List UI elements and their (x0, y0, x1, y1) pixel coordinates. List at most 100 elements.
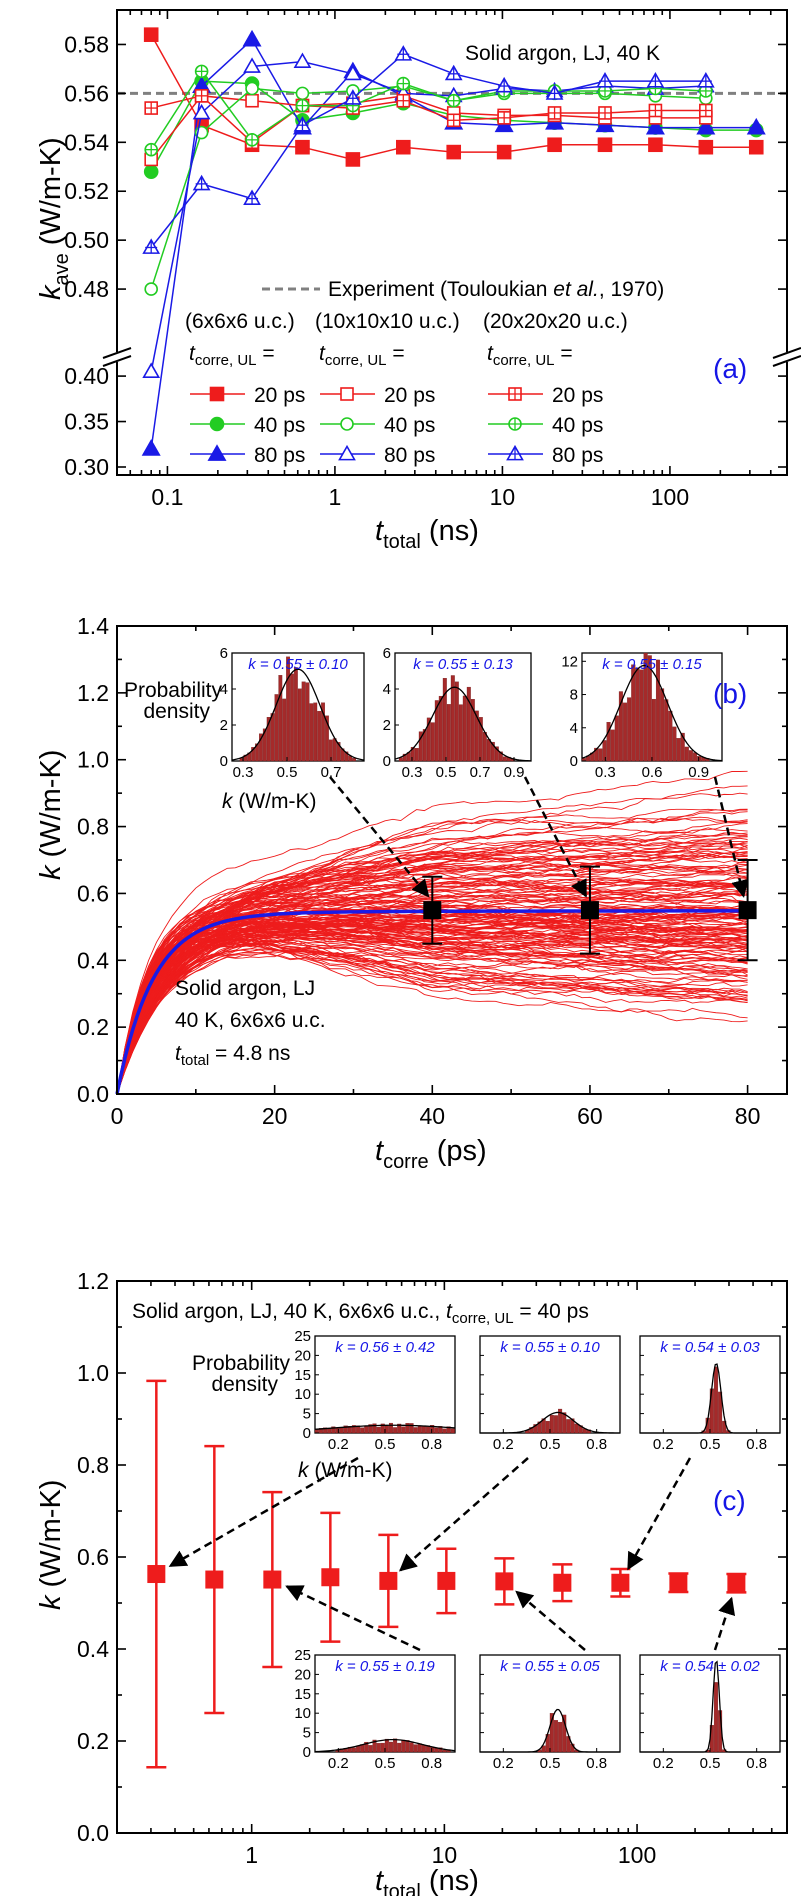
panel-c-xlabel: ttotal (ns) (375, 1865, 479, 1896)
b-inset-2-ytick-label: 8 (570, 687, 578, 704)
b-inset-2-stat-label: k = 0.55 ± 0.15 (602, 656, 702, 673)
series-8-line (150, 53, 706, 248)
b-inset-2-xtick-label: 0.6 (642, 764, 663, 781)
c-inset-0-bar (405, 1423, 410, 1434)
c-ytick-label: 0.8 (77, 1452, 109, 1478)
b-arrow-2 (713, 776, 749, 898)
c-inset-2-bar (713, 1366, 718, 1434)
b-xtick-label: 60 (577, 1103, 603, 1129)
c-inset-3-stat-label: k = 0.55 ± 0.19 (335, 1658, 435, 1675)
b-inset-xlabel: k (W/m-K) (222, 790, 316, 813)
legend-marker-3 (340, 387, 354, 401)
b-inset-0-bar (266, 716, 271, 762)
c-arrow-4 (515, 1590, 586, 1651)
c-inset-0-bar (339, 1427, 344, 1434)
c-inset-0-bar (331, 1426, 336, 1434)
b-inset-2-bar (668, 710, 673, 762)
c-inset-5-xtick-label: 0.5 (700, 1755, 721, 1772)
b-inset-1-bar (410, 746, 415, 762)
c-inset-1-bar (553, 1415, 558, 1434)
panel-b-label: (b) (713, 678, 747, 709)
c-inset-3-bar (405, 1740, 410, 1753)
b-inset-1-ytick-label: 2 (383, 717, 391, 734)
b-inset-1-bar (498, 751, 503, 762)
panel-b-ylabel: k (W/m-K) (35, 750, 67, 880)
series-0-point-7-shape (496, 144, 512, 160)
legend-experiment-label: Experiment (Touloukian et al., 1970) (328, 278, 664, 301)
b-inset-2-bar (639, 669, 644, 762)
c-inset-0-bar (450, 1428, 455, 1434)
c-inset-3-xtick-label: 0.5 (375, 1755, 396, 1772)
c-inset-3-ytick-label: 5 (303, 1725, 311, 1742)
a-ytick-label: 0.54 (64, 129, 109, 155)
legend-marker-4 (340, 417, 354, 431)
c-inset-0-bar (409, 1423, 414, 1434)
series-0-point-9-shape (597, 137, 613, 153)
series-7-point-0 (144, 142, 158, 157)
c-point-3 (321, 1568, 340, 1587)
series-7-line (150, 70, 706, 151)
b-ytick-label: 0.8 (77, 814, 109, 840)
b-inset-1-xtick-label: 0.9 (504, 764, 525, 781)
series-4-point-3 (295, 86, 310, 101)
c-inset-3-xtick-label: 0.2 (328, 1755, 349, 1772)
series-5-point-3-shape (293, 52, 312, 69)
b-inset-2-bar (664, 699, 669, 762)
legend-title-sym: t (189, 342, 196, 365)
a-ytick-lower-label: 0.35 (64, 409, 109, 435)
c-inset-0-bar (413, 1427, 418, 1434)
b-inset-0-bar (270, 713, 275, 762)
c-inset-2-bar (718, 1391, 723, 1434)
c-ytick-label: 0.4 (77, 1636, 109, 1662)
c-inset-3-bar (409, 1742, 414, 1753)
b-arrow-1 (523, 776, 588, 898)
series-0-point-7 (496, 144, 512, 160)
series-5-point-3 (293, 52, 312, 69)
c-inset-3-ytick-label: 10 (294, 1705, 311, 1722)
series-7-point-3 (295, 98, 310, 113)
a-ytick-label: 0.50 (64, 227, 109, 253)
c-inset-3-bar (380, 1742, 385, 1753)
b-inset-1-stat-label: k = 0.55 ± 0.13 (413, 656, 513, 673)
series-1-point-0-shape (143, 164, 159, 179)
series-2-point-12-shape (746, 117, 766, 135)
series-7-point-5 (396, 76, 411, 91)
series-6-point-9 (598, 106, 612, 120)
b-inset-2-bar (647, 655, 652, 762)
c-inset-4-xtick-label: 0.2 (493, 1755, 514, 1772)
b-inset-0-xtick-label: 0.3 (233, 764, 254, 781)
series-5-point-1 (192, 103, 211, 120)
series-4-point-3-shape (295, 86, 310, 101)
series-2-point-10-shape (645, 117, 665, 135)
a-ytick-label: 0.56 (64, 80, 109, 106)
red-curve (116, 934, 748, 1095)
series-7-point-2 (245, 133, 259, 147)
b-inset-0-bar (278, 675, 283, 762)
series-6-point-7 (497, 111, 511, 125)
series-7-point-6 (446, 93, 461, 108)
c-xtick-label: 10 (432, 1842, 458, 1868)
series-8-point-4 (344, 89, 362, 105)
a-xtick-label: 0.1 (151, 484, 183, 510)
legend-marker-4-shape (340, 417, 354, 431)
c-inset-3: 0.2 0.5 0.8 0 5 10 15 20 25 k = 0.55 ± 0.19 (294, 1647, 456, 1772)
b-inset-0-fit (231, 668, 365, 761)
c-point-7 (553, 1573, 572, 1592)
c-arrow-0 (168, 1456, 359, 1568)
b-inset-0-bar (317, 710, 322, 762)
series-1-point-0 (143, 164, 159, 179)
a-ytick-label: 0.48 (64, 276, 109, 302)
a-ytick-lower-label: 0.30 (64, 454, 109, 480)
b-inset-0-bar (251, 747, 256, 762)
c-inset-1-xtick-label: 0.2 (493, 1436, 514, 1453)
red-curve (116, 937, 748, 1095)
series-4-point-2-shape (245, 81, 259, 96)
series-0-point-8 (547, 137, 562, 153)
b-inset-1-bar (442, 678, 447, 762)
b-inset-2-bar (672, 726, 677, 762)
b-inset-0-ytick-label: 4 (220, 681, 228, 698)
b-inset-2-bar (614, 715, 619, 762)
c-point-8 (611, 1573, 630, 1592)
